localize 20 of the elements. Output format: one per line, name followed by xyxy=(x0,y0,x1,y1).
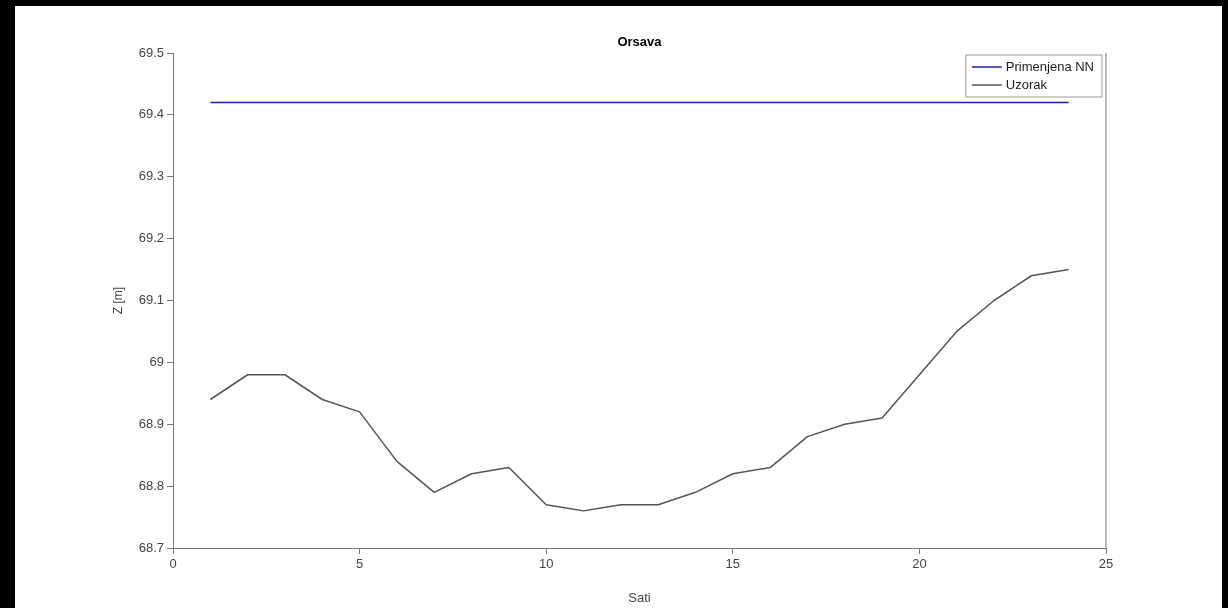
y-tick-label: 69.1 xyxy=(138,292,164,308)
legend-label: Uzorak xyxy=(1005,76,1048,92)
y-tick-label: 69.5 xyxy=(138,44,164,60)
legend-label: Primenjena NN xyxy=(1005,58,1095,74)
chart-title: Orsava xyxy=(617,34,663,50)
x-tick-label: 5 xyxy=(355,556,364,572)
x-axis-title: Sati xyxy=(628,589,651,605)
y-tick-label: 69.2 xyxy=(138,230,164,246)
y-tick-label: 69.3 xyxy=(138,168,164,184)
x-tick-label: 20 xyxy=(912,556,927,572)
x-tick-label: 0 xyxy=(169,556,177,572)
y-tick-label: 69.4 xyxy=(138,106,164,122)
y-tick-label: 68.9 xyxy=(138,415,164,431)
y-tick-label: 68.7 xyxy=(138,539,164,555)
x-tick-label: 25 xyxy=(1098,556,1114,572)
y-axis-title: Z [m] xyxy=(111,286,126,315)
x-tick-label: 15 xyxy=(725,556,741,572)
y-tick-label: 68.8 xyxy=(138,477,164,493)
y-tick-label: 69 xyxy=(149,353,164,369)
x-tick-label: 10 xyxy=(538,556,554,572)
